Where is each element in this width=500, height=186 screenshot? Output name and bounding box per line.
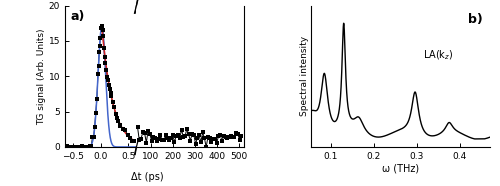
Text: a): a) [70, 10, 85, 23]
Y-axis label: Spectral intensity: Spectral intensity [300, 36, 308, 116]
Text: b): b) [468, 13, 483, 26]
Text: LA(k$_z$): LA(k$_z$) [423, 49, 454, 62]
X-axis label: ω (THz): ω (THz) [382, 163, 420, 174]
Y-axis label: TG signal (Arb. Units): TG signal (Arb. Units) [37, 28, 46, 124]
Text: Δt (ps): Δt (ps) [131, 172, 164, 182]
